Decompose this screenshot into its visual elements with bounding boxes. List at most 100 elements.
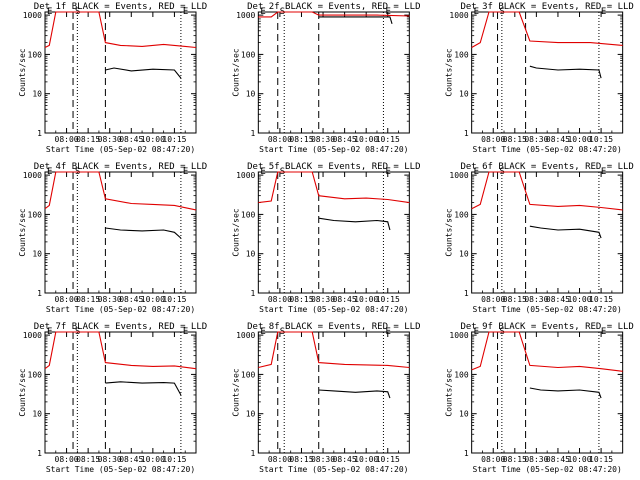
marker-label-e: E — [47, 327, 52, 337]
x-tick-label: 08:15 — [76, 295, 100, 304]
y-tick-label: 1 — [464, 129, 469, 138]
y-tick-label: 100 — [241, 370, 256, 379]
x-tick-label: 08:00 — [55, 295, 79, 304]
marker-label-e: E — [601, 167, 606, 177]
events-series-line — [529, 225, 602, 239]
x-tick-label: 10:00 — [141, 135, 165, 144]
marker-label-e: E — [474, 7, 479, 17]
marker-label-e: E — [474, 167, 479, 177]
marker-label-e: E — [601, 327, 606, 337]
detector-panel: Det 7f BLACK = Events, RED = LLD 1 10 100 10… — [18, 322, 207, 474]
events-series-line — [318, 16, 393, 24]
x-tick-label: 08:15 — [289, 455, 313, 464]
y-tick-label: 10 — [459, 250, 469, 259]
y-tick-label: 10 — [246, 410, 256, 419]
x-tick-label: 10:15 — [376, 295, 400, 304]
y-axis-label: Counts/sec — [445, 208, 454, 256]
x-tick-label: 10:15 — [376, 455, 400, 464]
marker-label-e: E — [260, 167, 265, 177]
y-tick-label: 10 — [459, 410, 469, 419]
panel-title: Det 1f BLACK = Events, RED = LLD — [34, 2, 207, 12]
panel-title: Det 2f BLACK = Events, RED = LLD — [247, 2, 420, 12]
detector-panel: Det 6f BLACK = Events, RED = LLD 1 10 100 10… — [445, 162, 634, 314]
x-tick-label: 08:15 — [289, 295, 313, 304]
detector-panel: Det 9f BLACK = Events, RED = LLD 1 10 100 10… — [445, 322, 634, 474]
y-tick-label: 1 — [37, 449, 42, 458]
marker-label-e: E — [601, 7, 606, 17]
y-tick-label: 1000 — [449, 331, 468, 340]
x-tick-label: 08:15 — [289, 135, 313, 144]
lld-series-line — [471, 11, 623, 48]
x-tick-label: 08:00 — [481, 295, 505, 304]
y-tick-label: 100 — [454, 370, 469, 379]
marker-label-e: E — [260, 327, 265, 337]
x-axis-label: Start Time (05-Sep-02 08:47:20) — [473, 465, 622, 474]
x-tick-label: 08:45 — [333, 135, 357, 144]
events-series-line — [105, 227, 182, 239]
panel-title: Det 6f BLACK = Events, RED = LLD — [460, 162, 633, 172]
x-tick-label: 08:30 — [98, 295, 122, 304]
x-tick-label: 10:00 — [354, 455, 378, 464]
plot-frame — [257, 11, 410, 134]
x-tick-label: 08:45 — [119, 455, 143, 464]
events-series-line — [105, 381, 182, 396]
y-tick-label: 10 — [32, 410, 42, 419]
x-tick-label: 08:00 — [55, 135, 79, 144]
marker-label-e: E — [385, 167, 390, 177]
y-tick-label: 1 — [251, 449, 256, 458]
marker-label-e: E — [474, 327, 479, 337]
panel-title: Det 3f BLACK = Events, RED = LLD — [460, 2, 633, 12]
y-tick-label: 10 — [459, 90, 469, 99]
x-tick-label: 08:00 — [55, 455, 79, 464]
x-tick-label: 08:15 — [503, 295, 527, 304]
x-tick-label: 08:30 — [524, 455, 548, 464]
x-tick-label: 08:45 — [119, 295, 143, 304]
detector-panel: Det 4f BLACK = Events, RED = LLD 1 10 100 10… — [18, 162, 207, 314]
x-tick-label: 08:45 — [546, 295, 570, 304]
x-tick-label: 08:45 — [119, 135, 143, 144]
x-tick-label: 08:30 — [311, 135, 335, 144]
x-tick-label: 08:45 — [546, 135, 570, 144]
lld-series-line — [471, 171, 623, 211]
y-tick-label: 1000 — [236, 331, 255, 340]
x-axis-label: Start Time (05-Sep-02 08:47:20) — [259, 305, 408, 314]
events-series-line — [318, 217, 391, 231]
panel-title: Det 5f BLACK = Events, RED = LLD — [247, 162, 420, 172]
x-tick-label: 08:30 — [311, 455, 335, 464]
y-tick-label: 10 — [32, 90, 42, 99]
y-tick-label: 1000 — [449, 171, 468, 180]
x-axis-label: Start Time (05-Sep-02 08:47:20) — [473, 145, 622, 154]
x-tick-label: 10:15 — [589, 455, 613, 464]
y-axis-label: Counts/sec — [231, 208, 240, 256]
x-tick-label: 10:00 — [354, 135, 378, 144]
y-tick-label: 10 — [246, 250, 256, 259]
detector-panel: Det 1f BLACK = Events, RED = LLD 1 10 100 10… — [18, 2, 207, 154]
lld-series-line — [44, 331, 197, 370]
y-axis-label: Counts/sec — [231, 48, 240, 96]
marker-label-e: E — [183, 7, 188, 17]
y-tick-label: 1 — [251, 129, 256, 138]
x-tick-label: 08:00 — [268, 295, 292, 304]
marker-label-e: E — [47, 167, 52, 177]
y-tick-label: 100 — [28, 370, 43, 379]
y-axis-label: Counts/sec — [445, 368, 454, 416]
x-axis-label: Start Time (05-Sep-02 08:47:20) — [259, 465, 408, 474]
plot-frame — [257, 331, 410, 454]
marker-label-e: E — [385, 7, 390, 17]
y-axis-label: Counts/sec — [18, 208, 27, 256]
panel-title: Det 9f BLACK = Events, RED = LLD — [460, 322, 633, 332]
x-tick-label: 10:15 — [589, 295, 613, 304]
plot-frame — [471, 331, 624, 454]
x-tick-label: 10:00 — [567, 455, 591, 464]
x-tick-label: 08:00 — [481, 135, 505, 144]
x-tick-label: 10:15 — [162, 135, 186, 144]
x-tick-label: 10:15 — [589, 135, 613, 144]
y-tick-label: 100 — [454, 210, 469, 219]
y-tick-label: 1000 — [23, 331, 42, 340]
marker-label-e: E — [47, 7, 52, 17]
x-tick-label: 10:00 — [354, 295, 378, 304]
x-tick-label: 10:00 — [567, 295, 591, 304]
y-tick-label: 1000 — [449, 11, 468, 20]
